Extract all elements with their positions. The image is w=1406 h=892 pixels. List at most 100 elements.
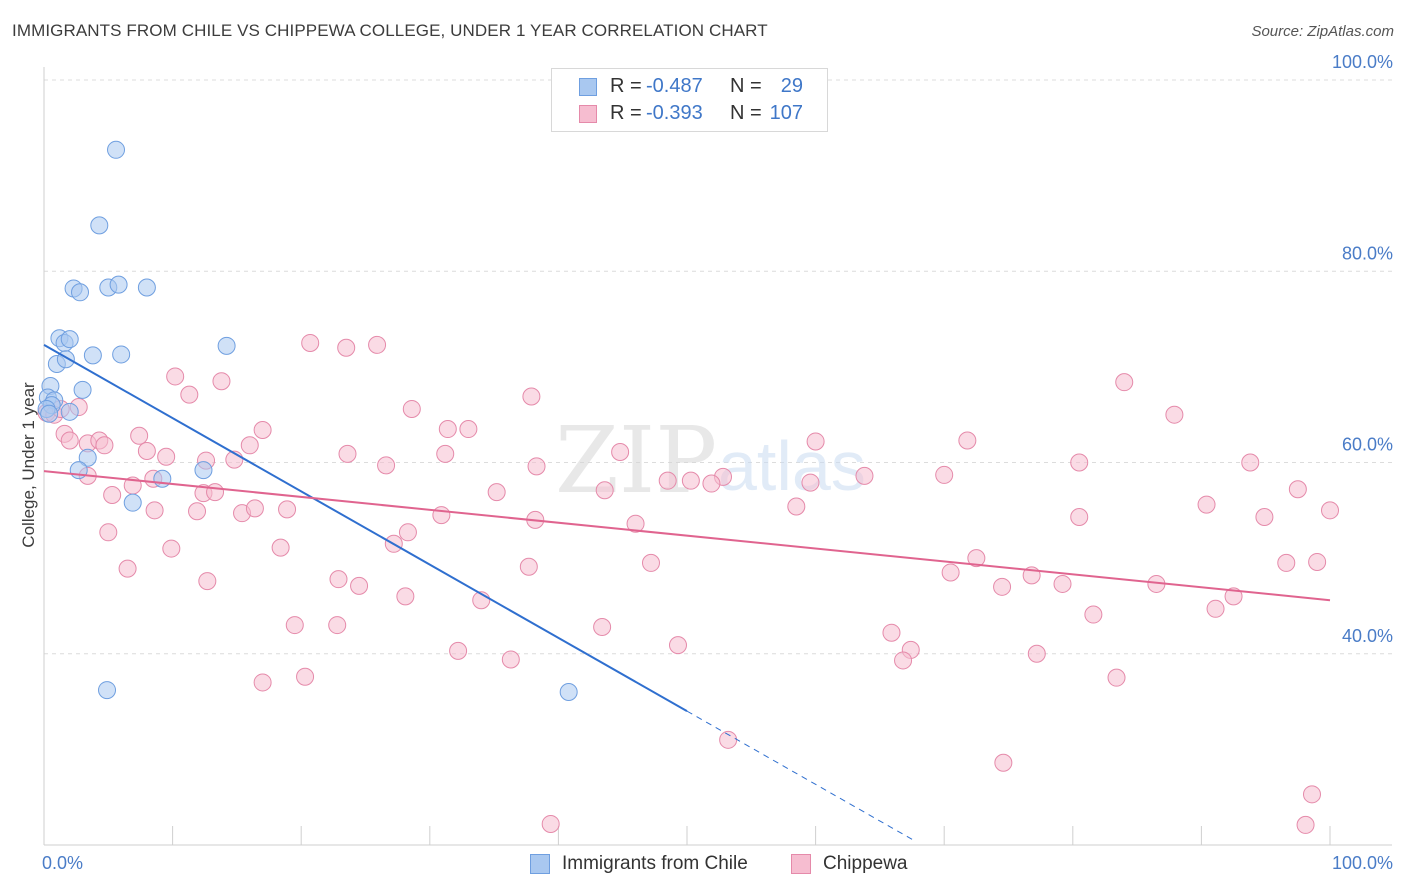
chippewa-point [278,500,297,519]
chippewa-point [301,333,320,352]
chile-point [217,336,236,355]
chippewa-point [855,466,874,485]
chippewa-point [157,447,176,466]
legend-r-value: -0.487 [646,75,703,97]
chile-point [559,683,578,701]
chile-point [78,448,97,467]
chile-point [98,681,117,700]
chile-point [90,216,109,235]
chippewa-point [1224,587,1243,606]
chippewa-point [801,473,820,492]
x-tick-label: 100.0% [1332,853,1393,873]
legend-row-chile: R = -0.487 N = 29 [552,74,827,100]
chippewa-point [935,465,954,484]
chippewa-point [1296,815,1315,834]
chippewa-point [806,432,825,451]
chippewa-point [595,481,614,500]
chippewa-point [338,444,357,463]
gridlines [44,79,1392,655]
y-tick-label: 60.0% [1342,435,1393,455]
legend-r-value: -0.393 [646,102,703,124]
chippewa-point [658,471,677,490]
chippewa-point [253,420,272,439]
chippewa-point [1084,605,1103,624]
chile-point [71,283,90,302]
chippewa-point [99,523,118,542]
chippewa-trend-line [43,470,1331,602]
chippewa-point [145,501,164,520]
chippewa-point [245,499,264,518]
chippewa-point [1165,405,1184,424]
chippewa-point [166,367,185,386]
trend-lines [43,344,1331,840]
y-axis-label: College, Under 1 year [19,382,38,548]
chile-point [83,346,102,365]
legend-r-label: R = [610,102,642,124]
watermark-atlas: atlas [718,427,866,505]
chippewa-point [541,814,560,833]
chippewa-point [350,576,369,595]
legend-n-value: 29 [780,75,803,97]
chippewa-point [198,572,217,591]
y-tick-label: 40.0% [1342,626,1393,646]
legend-n-label: N = [730,75,762,97]
chippewa-point [188,502,207,521]
chippewa-point [95,436,114,455]
legend-n-value: 107 [769,102,803,124]
chippewa-point [206,483,225,502]
chippewa-point [1255,508,1274,527]
chippewa-point [611,442,630,461]
chippewa-point [60,431,79,450]
chippewa-point [459,420,478,439]
chippewa-point [626,514,645,533]
chippewa-point [396,587,415,606]
x-axis-ticks [172,826,1331,845]
series-chippewa-points [37,333,1339,834]
chippewa-point [377,456,396,475]
chippewa-point [967,549,986,568]
y-axis-tick-labels: 40.0% 60.0% 80.0% 100.0% [1332,52,1393,646]
chippewa-point [1115,373,1134,392]
chile-point [107,140,126,159]
stats-legend: R = -0.487 N = 29 R = -0.393 N = 107 [551,68,828,132]
chippewa-point [527,457,546,476]
chippewa-point [641,553,660,572]
legend-swatch-pink [579,105,597,123]
chippewa-point [103,486,122,505]
x-tick-label: 0.0% [42,853,83,873]
chippewa-point [501,650,520,669]
chippewa-point [1277,553,1296,572]
chippewa-point [1053,574,1072,593]
chippewa-point [668,636,687,655]
chile-point [137,278,156,297]
chippewa-point [681,471,700,490]
chippewa-point [1107,668,1126,687]
chippewa-point [271,538,290,557]
legend-row-chippewa: R = -0.393 N = 107 [552,101,827,127]
axes [43,67,1392,846]
bottom-legend-label-chippewa: Chippewa [823,853,908,874]
legend-swatch-blue [579,78,597,96]
chile-point [194,461,213,480]
chile-point [60,330,79,349]
chippewa-point [593,617,612,636]
chippewa-point [1197,495,1216,514]
chippewa-point [1308,552,1327,571]
chippewa-point [328,616,347,635]
series-chile-points [37,140,578,701]
chile-point [60,402,79,421]
chippewa-point [329,570,348,589]
chippewa-point [1027,644,1046,663]
chippewa-point [882,623,901,642]
chippewa-point [118,559,137,578]
chippewa-point [432,506,451,525]
chippewa-point [994,753,1013,772]
chippewa-point [702,474,721,493]
chile-point [153,469,172,488]
chippewa-point [212,372,231,391]
y-tick-label: 100.0% [1332,52,1393,72]
chippewa-point [402,399,421,418]
chile-trend-extension [686,710,913,840]
chart-title: IMMIGRANTS FROM CHILE VS CHIPPEWA COLLEG… [12,21,768,40]
